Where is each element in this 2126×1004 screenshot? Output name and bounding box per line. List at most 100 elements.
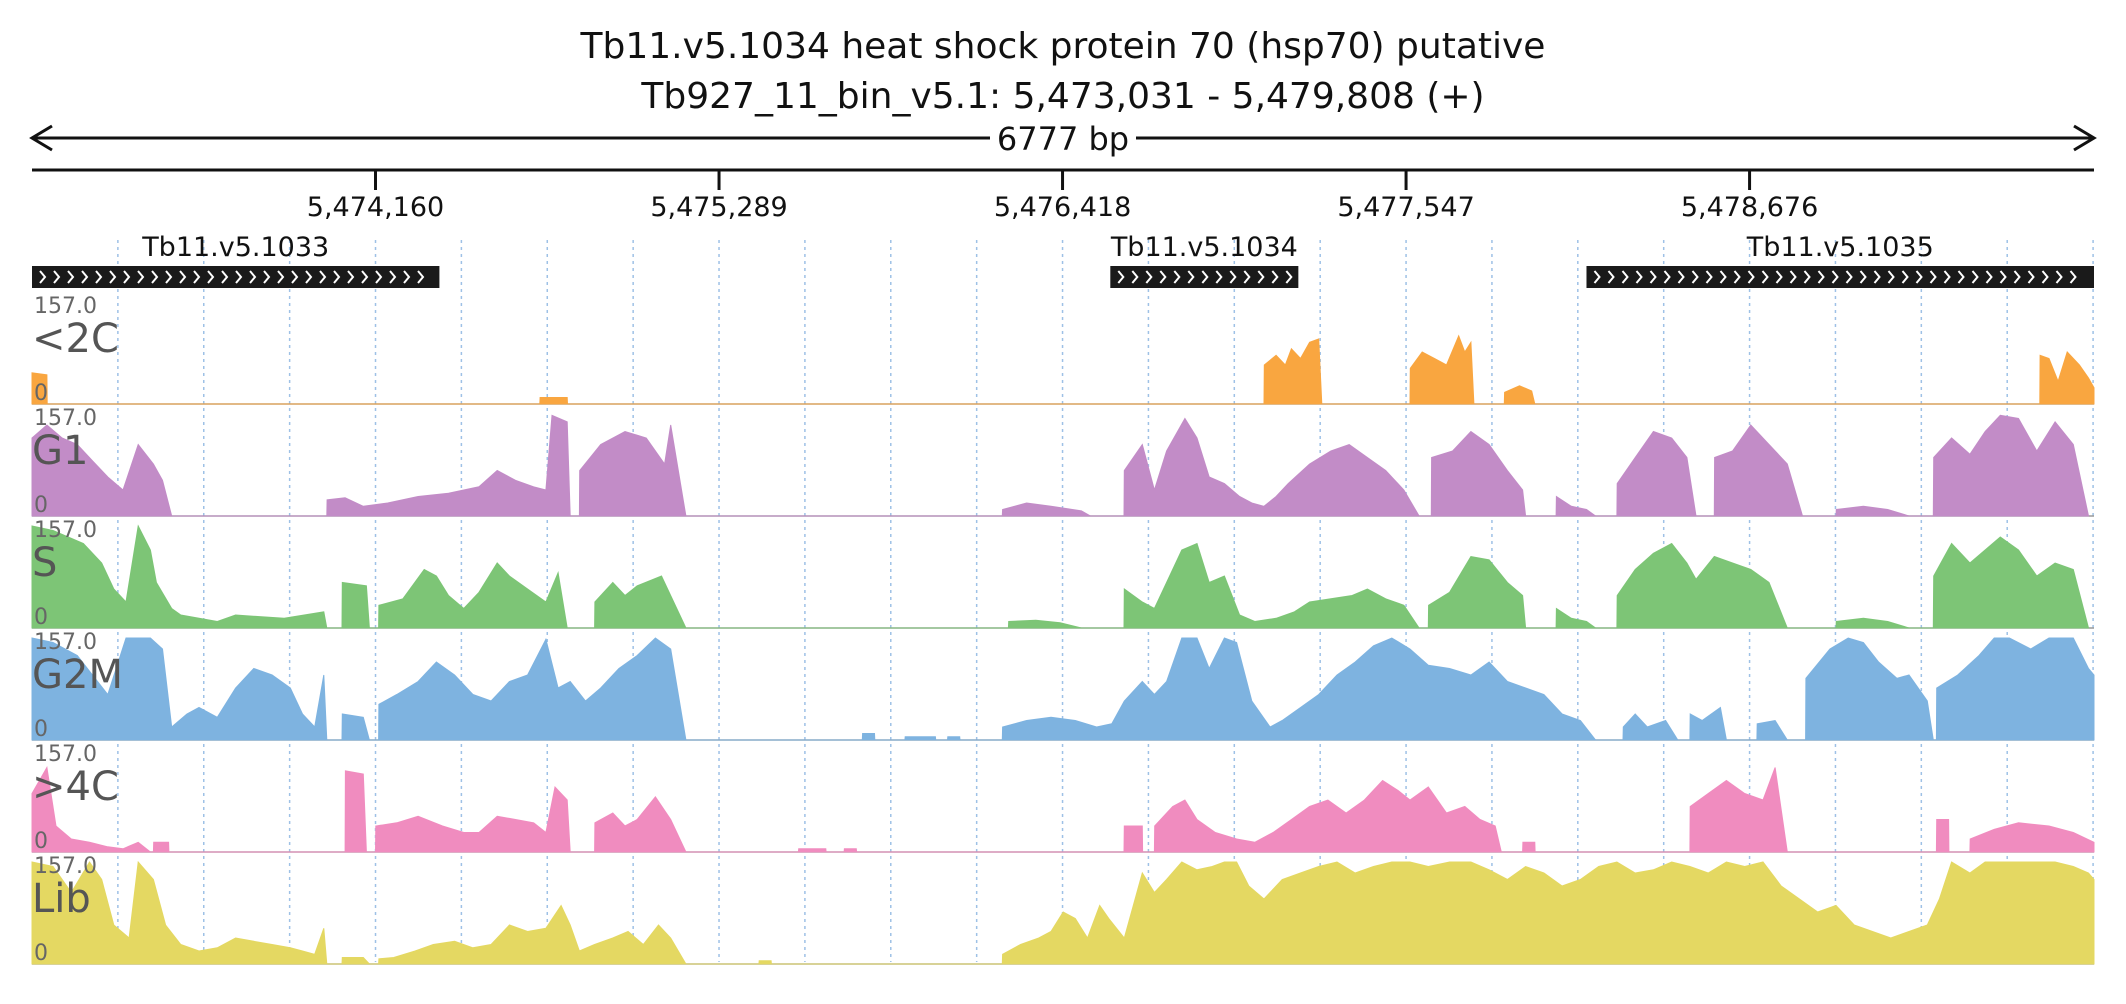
coverage-area [31,334,2095,405]
coverage-tracks: 157.00<2C157.00G1157.00S157.00G2M157.00>… [31,294,2095,966]
coverage-area [31,524,2090,629]
strand-arrow-icon [1859,270,1867,284]
strand-arrow-icon [1999,270,2007,284]
strand-arrow-icon [389,270,397,284]
strand-arrow-icon [1271,270,1279,284]
strand-arrow-icon [249,270,257,284]
coverage-area [31,637,2095,741]
strand-arrow-icon [67,270,75,284]
y-max-label: 157.0 [34,854,97,879]
strand-arrow-icon [361,270,369,284]
arrowhead-right-icon [2073,124,2097,152]
y-max-label: 157.0 [34,518,97,543]
track-name: G2M [32,652,123,698]
track-1: 157.0 0 <2C [31,294,2095,406]
strand-arrow-icon [1957,270,1965,284]
coverage-area [31,414,2090,517]
y-max-label: 157.0 [34,294,97,319]
strand-arrow-icon [1705,270,1713,284]
strand-arrow-icon [1257,270,1265,284]
strand-arrow-icon [417,270,425,284]
strand-arrow-icon [1747,270,1755,284]
y-max-label: 157.0 [34,406,97,431]
y-max-label: 157.0 [34,742,97,767]
strand-arrow-icon [1971,270,1979,284]
span-label: 6777 bp [997,120,1129,158]
strand-arrow-icon [1201,270,1209,284]
strand-arrow-icon [1621,270,1629,284]
strand-arrow-icon [1789,270,1797,284]
strand-arrow-icon [1901,270,1909,284]
strand-arrow-icon [1929,270,1937,284]
strand-arrow-icon [81,270,89,284]
strand-arrow-icon [1215,270,1223,284]
strand-arrow-icon [333,270,341,284]
strand-arrow-icon [263,270,271,284]
strand-arrow-icon [1131,270,1139,284]
span-arrow: 6777 bp [29,120,2097,158]
track-name: >4C [32,764,119,810]
chart-title: Tb11.v5.1034 heat shock protein 70 (hsp7… [580,26,1546,67]
track-name: Lib [32,876,91,922]
strand-arrow-icon [1663,270,1671,284]
strand-arrow-icon [1285,270,1293,284]
chart-subtitle: Tb927_11_bin_v5.1: 5,473,031 - 5,479,808… [640,76,1484,117]
strand-arrow-icon [1775,270,1783,284]
strand-arrow-icon [179,270,187,284]
strand-arrow-icon [1145,270,1153,284]
gene-label: Tb11.v5.1035 [1746,232,1934,263]
y-min-label: 0 [34,605,48,630]
gene-label: Tb11.v5.1034 [1110,232,1298,263]
strand-arrow-icon [1873,270,1881,284]
strand-arrow-icon [2055,270,2063,284]
tick-label: 5,477,547 [1337,192,1474,223]
strand-arrow-icon [1677,270,1685,284]
y-min-label: 0 [34,717,48,742]
track-name: G1 [32,428,88,474]
strand-arrow-icon [347,270,355,284]
strand-arrow-icon [277,270,285,284]
gene-body [1586,266,2094,288]
strand-arrow-icon [1915,270,1923,284]
tick-label: 5,475,289 [650,192,787,223]
y-min-label: 0 [34,493,48,518]
strand-arrow-icon [123,270,131,284]
strand-arrow-icon [403,270,411,284]
gene-body [1110,266,1299,288]
coverage-area [31,860,2095,965]
strand-arrow-icon [2027,270,2035,284]
strand-arrow-icon [1607,270,1615,284]
strand-arrow-icon [1117,270,1125,284]
tick-label: 5,474,160 [307,192,444,223]
y-min-label: 0 [34,941,48,966]
strand-arrow-icon [1243,270,1251,284]
strand-arrow-icon [1985,270,1993,284]
tick-label: 5,478,676 [1681,192,1818,223]
strand-arrow-icon [375,270,383,284]
strand-arrow-icon [319,270,327,284]
strand-arrow-icon [1173,270,1181,284]
track-2: 157.0 0 G1 [31,406,2094,518]
arrowhead-left-icon [29,124,53,152]
strand-arrow-icon [1761,270,1769,284]
strand-arrow-icon [1887,270,1895,284]
strand-arrow-icon [109,270,117,284]
strand-arrow-icon [1187,270,1195,284]
strand-arrow-icon [1691,270,1699,284]
y-min-label: 0 [34,381,48,406]
gene-body [32,266,440,288]
strand-arrow-icon [2013,270,2021,284]
y-max-label: 157.0 [34,630,97,655]
coverage-area [31,766,2095,853]
strand-arrow-icon [151,270,159,284]
strand-arrow-icon [1845,270,1853,284]
track-4: 157.0 0 G2M [31,630,2095,742]
track-3: 157.0 0 S [31,518,2094,630]
ruler-ticks: 5,474,160 5,475,289 5,476,418 5,477,547 5,47… [307,170,1818,223]
strand-arrow-icon [39,270,47,284]
strand-arrow-icon [2069,270,2077,284]
strand-arrow-icon [1817,270,1825,284]
strand-arrow-icon [1635,270,1643,284]
